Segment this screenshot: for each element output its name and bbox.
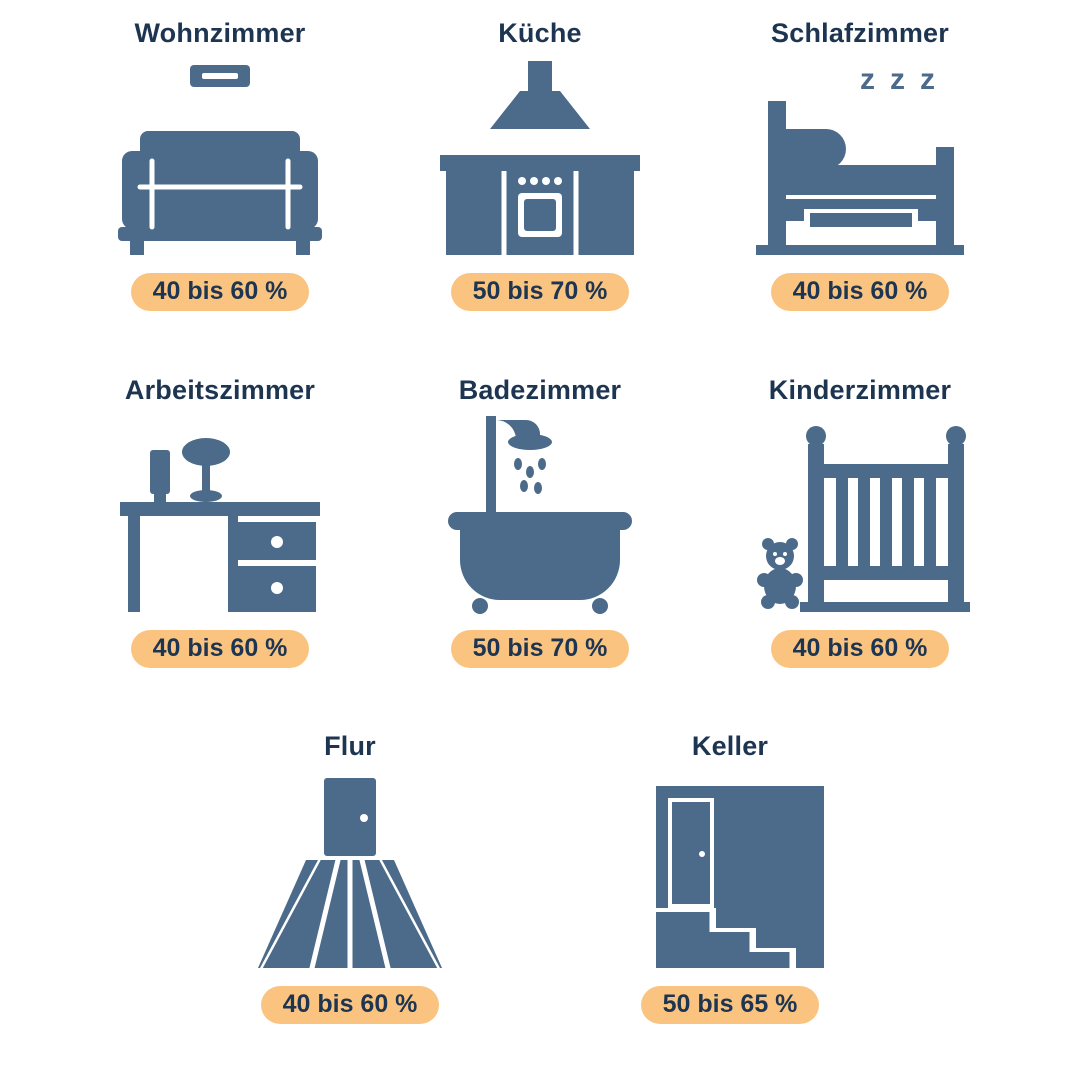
title-flur: Flur [324,731,376,762]
title-kinderzimmer: Kinderzimmer [769,375,951,406]
cell-wohnzimmer: Wohnzimmer [80,18,360,347]
title-keller: Keller [692,731,768,762]
title-badezimmer: Badezimmer [459,375,622,406]
svg-text:z: z [890,63,905,96]
row-3: Flur [80,731,1000,1060]
bathtub-icon [430,416,650,616]
title-arbeitszimmer: Arbeitszimmer [125,375,315,406]
badge-wohnzimmer: 40 bis 60 % [131,273,310,311]
cell-kueche: Küche [400,18,680,347]
title-kueche: Küche [498,18,582,49]
cell-schlafzimmer: Schlafzimmer z z z [720,18,1000,347]
title-wohnzimmer: Wohnzimmer [134,18,305,49]
badge-flur: 40 bis 60 % [261,986,440,1024]
hallway-icon [240,772,460,972]
cell-flur: Flur [210,731,490,1060]
kitchen-icon [430,59,650,259]
badge-badezimmer: 50 bis 70 % [451,630,630,668]
svg-text:z: z [860,63,875,96]
badge-schlafzimmer: 40 bis 60 % [771,273,950,311]
badge-arbeitszimmer: 40 bis 60 % [131,630,310,668]
basement-stairs-icon [620,772,840,972]
badge-kinderzimmer: 40 bis 60 % [771,630,950,668]
svg-text:z: z [920,63,935,96]
title-schlafzimmer: Schlafzimmer [771,18,949,49]
cell-kinderzimmer: Kinderzimmer [720,375,1000,704]
cell-badezimmer: Badezimmer [400,375,680,704]
cell-arbeitszimmer: Arbeitszimmer [80,375,360,704]
infographic-grid: Wohnzimmer [0,0,1080,1080]
badge-keller: 50 bis 65 % [641,986,820,1024]
badge-kueche: 50 bis 70 % [451,273,630,311]
crib-icon [750,416,970,616]
bed-icon: z z z [750,59,970,259]
cell-keller: Keller [590,731,870,1060]
desk-icon [110,416,330,616]
sofa-icon [110,59,330,259]
